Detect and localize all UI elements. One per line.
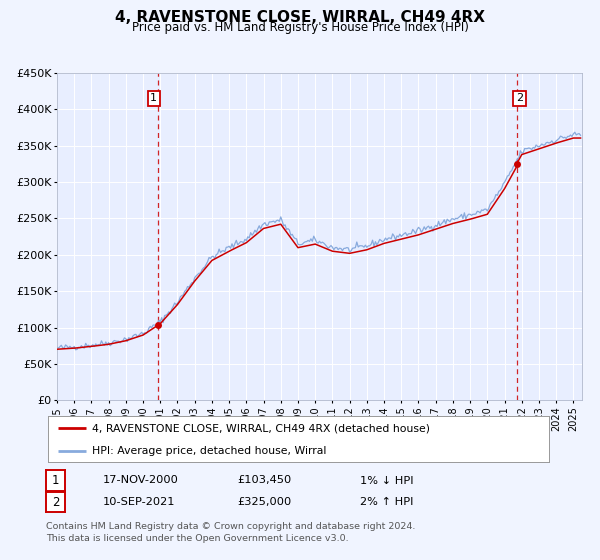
Text: £325,000: £325,000 xyxy=(237,497,291,507)
Text: 2: 2 xyxy=(516,94,523,103)
Text: Contains HM Land Registry data © Crown copyright and database right 2024.
This d: Contains HM Land Registry data © Crown c… xyxy=(46,522,416,543)
Text: HPI: Average price, detached house, Wirral: HPI: Average price, detached house, Wirr… xyxy=(92,446,326,456)
Text: 2% ↑ HPI: 2% ↑ HPI xyxy=(360,497,413,507)
Text: 1% ↓ HPI: 1% ↓ HPI xyxy=(360,475,413,486)
Text: £103,450: £103,450 xyxy=(237,475,291,486)
Text: 4, RAVENSTONE CLOSE, WIRRAL, CH49 4RX: 4, RAVENSTONE CLOSE, WIRRAL, CH49 4RX xyxy=(115,10,485,25)
Text: 1: 1 xyxy=(151,94,157,103)
Text: 17-NOV-2000: 17-NOV-2000 xyxy=(103,475,179,486)
Text: 10-SEP-2021: 10-SEP-2021 xyxy=(103,497,176,507)
Text: 4, RAVENSTONE CLOSE, WIRRAL, CH49 4RX (detached house): 4, RAVENSTONE CLOSE, WIRRAL, CH49 4RX (d… xyxy=(92,423,430,433)
Text: 2: 2 xyxy=(52,496,59,509)
Text: 1: 1 xyxy=(52,474,59,487)
Text: Price paid vs. HM Land Registry's House Price Index (HPI): Price paid vs. HM Land Registry's House … xyxy=(131,21,469,34)
